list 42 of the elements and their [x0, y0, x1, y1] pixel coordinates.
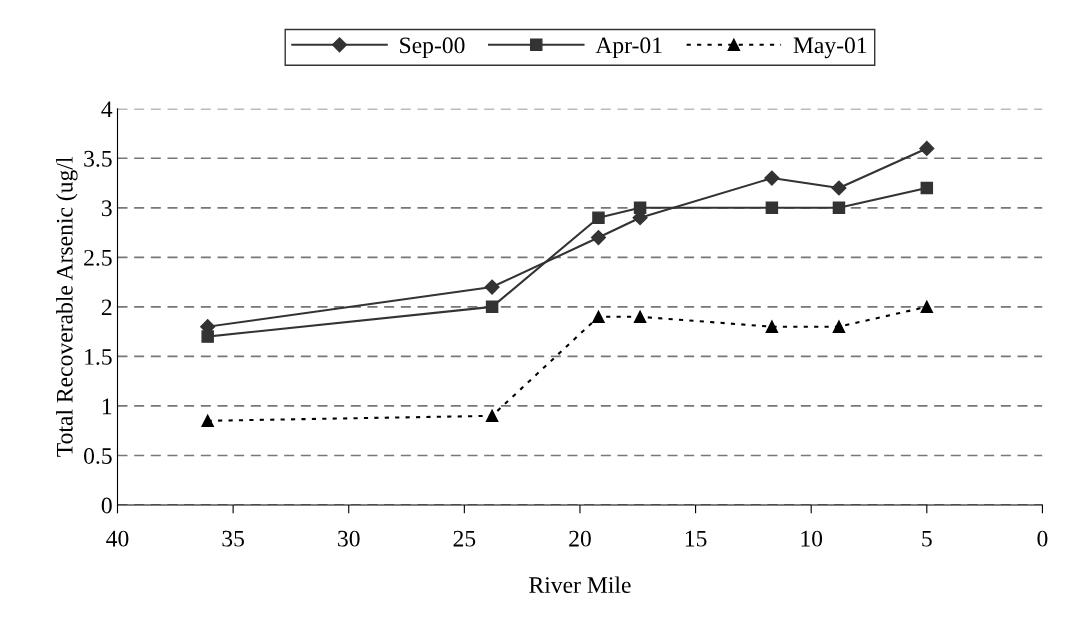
y-tick-label: 0: [101, 497, 112, 514]
y-tick-label: 2: [101, 299, 112, 316]
point: [201, 330, 214, 343]
x-tick-label: 40: [106, 530, 129, 547]
y-tick-label: 3: [101, 200, 112, 217]
point: [832, 320, 846, 333]
point: [633, 310, 647, 324]
point: [633, 201, 647, 215]
y-tick-label: 4: [101, 101, 113, 117]
x-tick-label: 30: [338, 530, 360, 547]
x-tick-label: 20: [569, 530, 591, 547]
x-tick-label: 25: [453, 530, 476, 547]
point: [832, 201, 846, 215]
legend-label: May-01: [793, 37, 867, 59]
point: [484, 279, 500, 295]
point: [764, 170, 780, 186]
y-tick-label: 3.5: [84, 150, 112, 167]
y-tick-label: 1: [102, 398, 112, 415]
x-tick-label: 0: [1037, 530, 1048, 547]
point: [920, 300, 934, 314]
y-tick-label: 2.5: [84, 249, 112, 266]
point: [919, 140, 935, 156]
x-tick-label: 15: [685, 530, 707, 547]
x-tick-label: 5: [922, 530, 932, 547]
y-tick-label: 0.5: [84, 447, 112, 464]
point: [485, 300, 499, 314]
point: [920, 181, 934, 195]
x-tick-label: 10: [801, 530, 823, 547]
point: [592, 211, 605, 224]
x-axis-title: River Mile: [529, 576, 631, 594]
point: [592, 310, 605, 324]
point: [590, 229, 607, 246]
point: [201, 414, 214, 428]
point: [485, 409, 499, 423]
x-tick-label: 35: [222, 530, 244, 547]
legend-label: Sep-00: [400, 37, 465, 59]
point: [765, 320, 779, 333]
y-tick-label: 1.5: [85, 349, 112, 365]
y-axis-title: Total Recoverable Arsenic (ug/l: [56, 157, 78, 457]
point: [831, 180, 847, 196]
point: [765, 201, 779, 215]
legend-label: Apr-01: [595, 37, 662, 59]
